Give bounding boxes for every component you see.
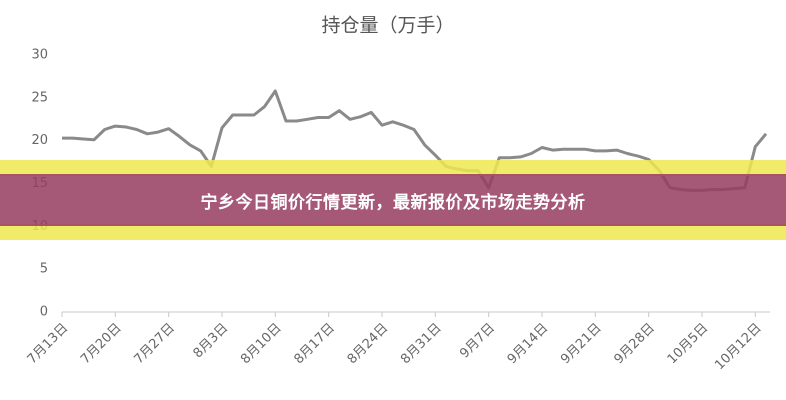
x-tick-label: 8月31日	[398, 321, 445, 368]
y-tick-label: 30	[31, 48, 48, 63]
banner-stripe	[0, 160, 786, 176]
x-tick-label: 9月7日	[457, 321, 498, 362]
series-line	[62, 89, 768, 192]
x-tick-label: 7月20日	[78, 321, 125, 368]
x-tick-label: 7月13日	[25, 321, 72, 368]
y-tick-label: 25	[31, 90, 48, 105]
x-tick-label: 8月17日	[291, 321, 338, 368]
x-tick-label: 8月24日	[345, 321, 392, 368]
banner: 宁乡今日铜价行情更新，最新报价及市场走势分析	[0, 160, 786, 240]
y-tick-label: 0	[40, 305, 48, 320]
banner-title: 宁乡今日铜价行情更新，最新报价及市场走势分析	[200, 192, 586, 213]
x-tick-label: 10月5日	[665, 321, 712, 368]
y-tick-label: 5	[40, 262, 48, 277]
banner-band: 宁乡今日铜价行情更新，最新报价及市场走势分析	[0, 174, 786, 226]
banner-stripe	[0, 224, 786, 240]
x-tick-label: 9月21日	[558, 321, 605, 368]
x-tick-label: 9月28日	[611, 321, 658, 368]
x-tick-label: 9月14日	[505, 321, 552, 368]
x-tick-label: 8月3日	[191, 321, 232, 362]
x-tick-label: 8月10日	[238, 321, 285, 368]
x-tick-label: 10月12日	[712, 321, 764, 373]
y-tick-label: 20	[31, 133, 48, 148]
x-tick-label: 7月27日	[131, 321, 178, 368]
chart-title: 持仓量（万手）	[321, 15, 454, 37]
